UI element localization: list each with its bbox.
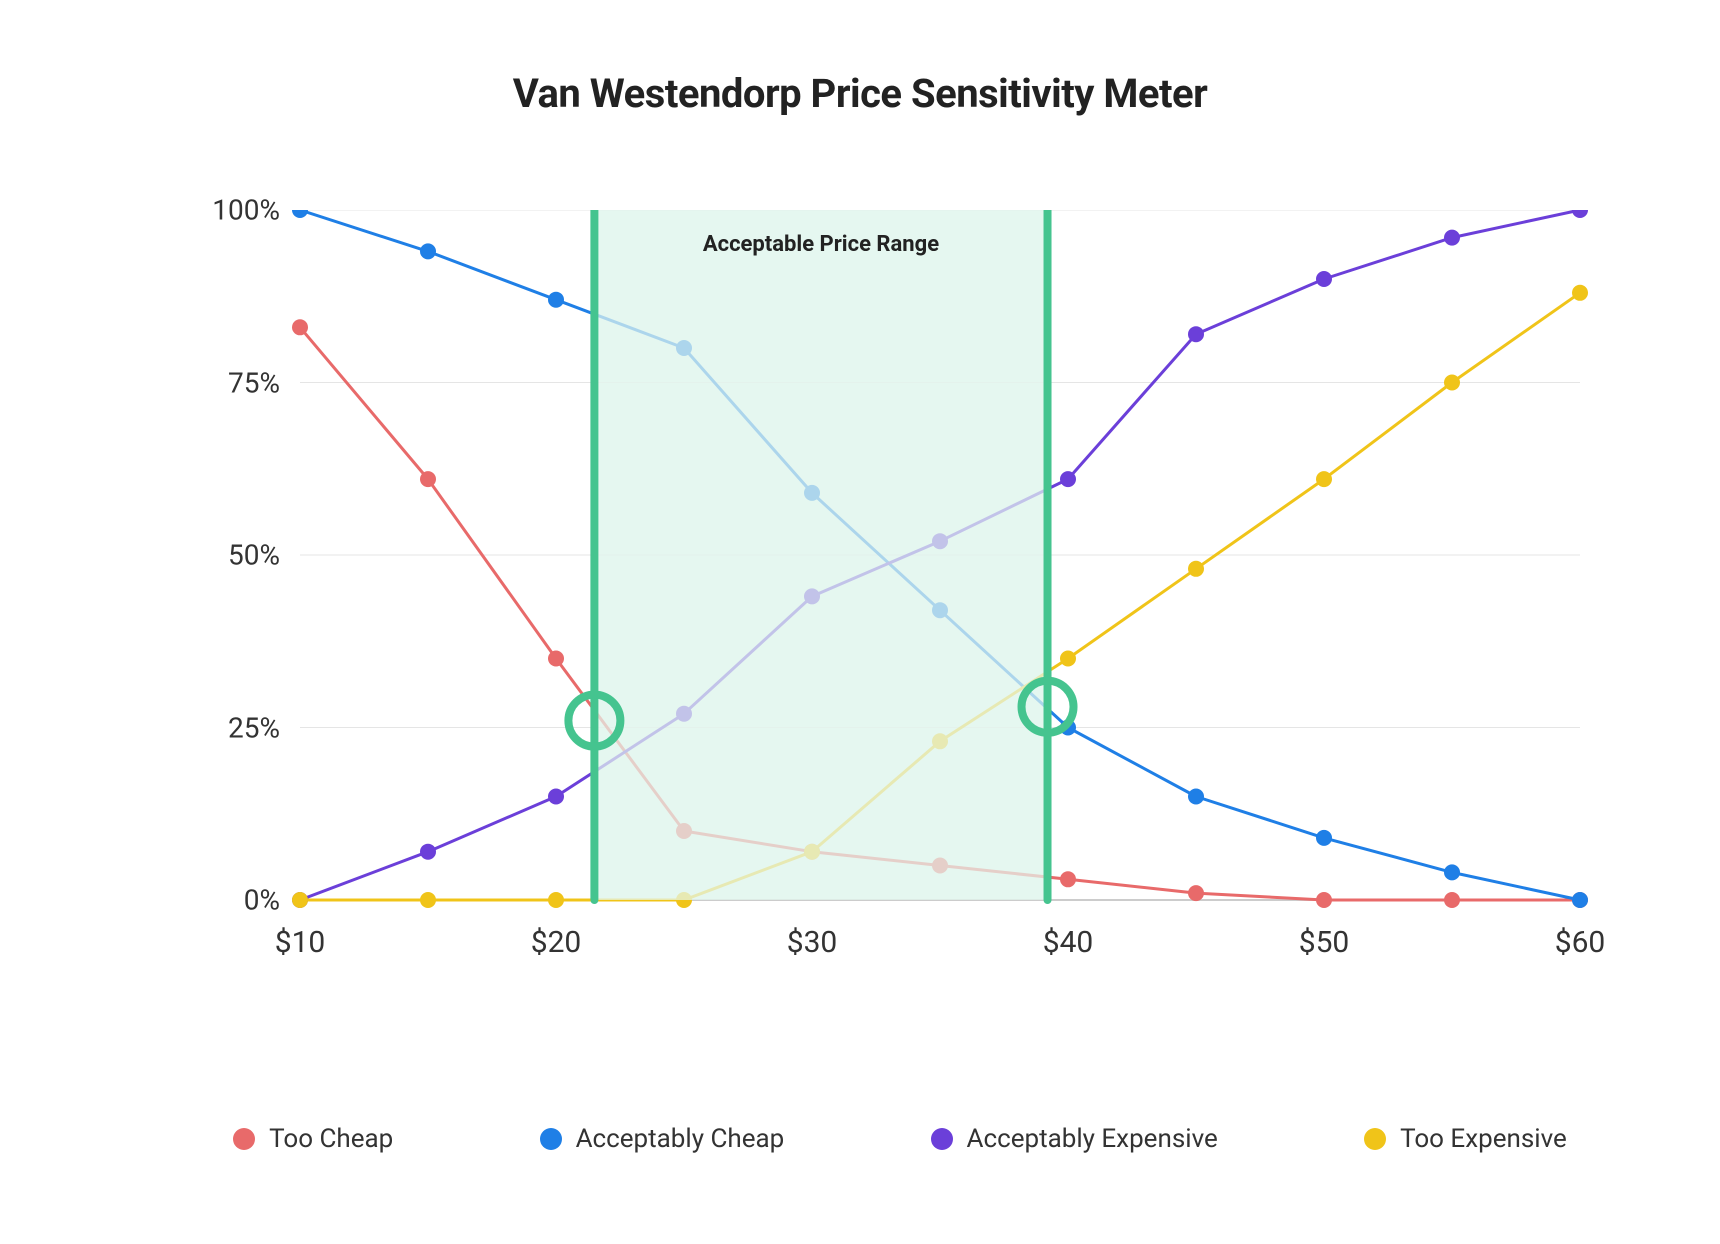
chart-container: Van Westendorp Price Sensitivity Meter 0… <box>0 0 1720 1244</box>
legend-item-too-cheap: Too Cheap <box>233 1124 393 1154</box>
legend-item-acceptably-cheap: Acceptably Cheap <box>540 1124 785 1154</box>
y-tick-label: 0% <box>180 884 280 917</box>
y-tick-label: 100% <box>180 194 280 227</box>
legend-dot-icon <box>540 1128 562 1150</box>
legend-label: Acceptably Expensive <box>967 1124 1218 1154</box>
y-tick-label: 50% <box>180 539 280 572</box>
chart-plot-area: 0%25%50%75%100%$10$20$30$40$50$60 Accept… <box>160 210 1600 990</box>
legend-item-acceptably-expensive: Acceptably Expensive <box>931 1124 1218 1154</box>
legend-item-too-expensive: Too Expensive <box>1364 1124 1567 1154</box>
x-tick-label: $30 <box>787 925 838 960</box>
acceptable-range-label: Acceptable Price Range <box>703 232 939 257</box>
legend-label: Too Expensive <box>1400 1124 1567 1154</box>
x-tick-label: $10 <box>275 925 326 960</box>
y-tick-label: 75% <box>180 366 280 399</box>
chart-legend: Too Cheap Acceptably Cheap Acceptably Ex… <box>160 1124 1640 1154</box>
chart-svg <box>160 210 1600 990</box>
x-tick-label: $50 <box>1299 925 1350 960</box>
x-tick-label: $60 <box>1555 925 1606 960</box>
legend-dot-icon <box>1364 1128 1386 1150</box>
legend-dot-icon <box>233 1128 255 1150</box>
legend-dot-icon <box>931 1128 953 1150</box>
x-tick-label: $20 <box>531 925 582 960</box>
legend-label: Too Cheap <box>269 1124 393 1154</box>
legend-label: Acceptably Cheap <box>576 1124 785 1154</box>
y-tick-label: 25% <box>180 711 280 744</box>
x-tick-label: $40 <box>1043 925 1094 960</box>
chart-title: Van Westendorp Price Sensitivity Meter <box>0 70 1720 117</box>
